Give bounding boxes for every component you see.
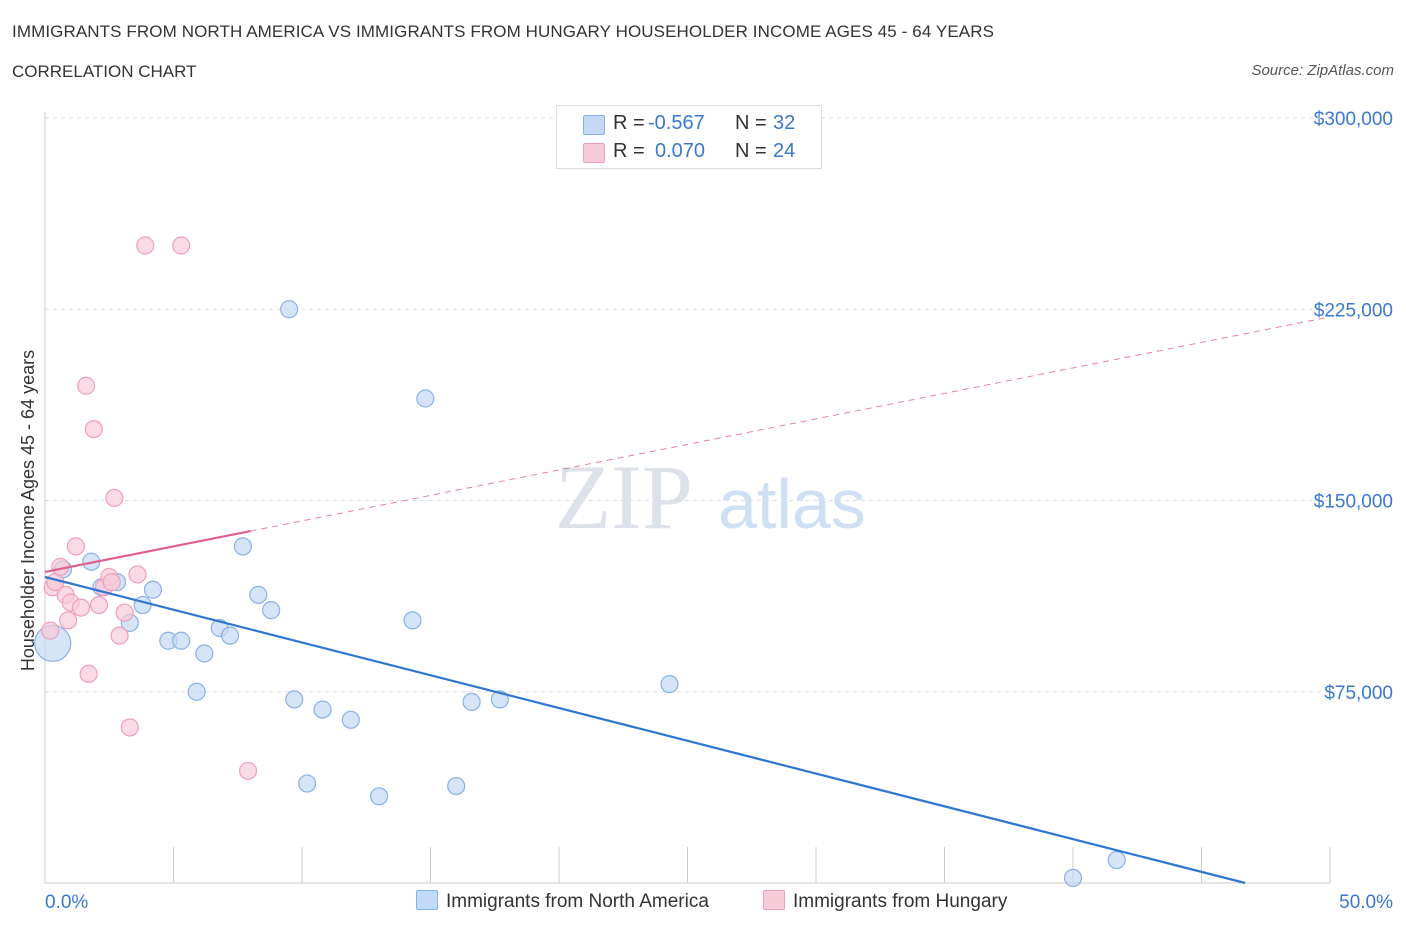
data-point-hungary — [120, 718, 139, 737]
legend-r-value: -0.567 — [648, 112, 705, 134]
bottom-legend-swatch-hungary — [763, 890, 785, 910]
source-label: Source: ZipAtlas.com — [1251, 62, 1394, 79]
data-point-hungary — [41, 621, 60, 640]
legend-n-label: N = — [735, 140, 767, 162]
data-point-hungary — [102, 572, 121, 592]
data-point-north_america — [249, 585, 268, 604]
data-point-hungary — [115, 603, 134, 622]
legend-n-value: 32 — [773, 112, 796, 134]
data-point-north_america — [133, 595, 152, 615]
bottom-legend-label-hungary: Immigrants from Hungary — [793, 891, 1008, 912]
trend-line-extension-hungary — [250, 316, 1331, 532]
bottom-legend-label-north-america: Immigrants from North America — [446, 891, 709, 912]
data-point-north_america — [1063, 868, 1083, 888]
legend-swatch-north-america — [583, 115, 605, 135]
series-hungary — [41, 236, 258, 780]
data-point-north_america — [403, 611, 422, 630]
y-tick-label: $150,000 — [1314, 492, 1393, 513]
data-point-north_america — [220, 626, 240, 645]
data-point-north_america — [660, 674, 679, 694]
data-point-hungary — [172, 236, 191, 255]
data-point-hungary — [59, 611, 78, 630]
data-point-hungary — [89, 595, 109, 615]
y-tick-label: $225,000 — [1314, 300, 1393, 321]
data-point-north_america — [285, 690, 304, 709]
x-tick-label: 50.0% — [1339, 892, 1393, 913]
correlation-legend: R = -0.567 N = 32 R = 0.070 N = 24 — [556, 105, 822, 169]
data-point-hungary — [110, 626, 129, 645]
data-point-north_america — [341, 710, 360, 729]
data-point-hungary — [128, 565, 147, 584]
chart-subtitle: CORRELATION CHART — [12, 62, 197, 81]
bottom-legend-north-america: Immigrants from North America — [416, 890, 709, 913]
data-point-north_america — [262, 601, 281, 620]
data-point-north_america — [187, 682, 206, 701]
data-point-north_america — [462, 692, 481, 712]
y-tick-label: $300,000 — [1314, 109, 1393, 130]
legend-n-value: 24 — [773, 140, 796, 162]
data-point-hungary — [105, 488, 124, 508]
data-point-north_america — [447, 776, 466, 796]
data-point-north_america — [313, 700, 332, 719]
legend-swatch-hungary — [583, 143, 605, 163]
data-point-north_america — [298, 774, 317, 793]
data-point-north_america — [370, 787, 389, 806]
legend-r-label: R = — [613, 112, 645, 134]
data-point-north_america — [195, 644, 214, 663]
legend-n-label: N = — [735, 112, 767, 134]
data-point-hungary — [79, 664, 98, 684]
data-point-hungary — [136, 236, 155, 255]
data-point-north_america — [416, 389, 435, 408]
data-point-hungary — [66, 537, 85, 556]
y-axis-label: Householder Income Ages 45 - 64 years — [18, 350, 38, 671]
data-point-north_america — [1107, 850, 1126, 870]
bottom-legend-swatch-north-america — [416, 890, 438, 910]
data-point-north_america — [143, 580, 163, 599]
chart-title: IMMIGRANTS FROM NORTH AMERICA VS IMMIGRA… — [12, 22, 995, 41]
data-point-north_america — [172, 631, 191, 650]
series-north_america — [34, 300, 1126, 888]
watermark-atlas: atlas — [718, 465, 866, 543]
data-point-hungary — [77, 376, 96, 395]
legend-r-label: R = — [613, 140, 645, 162]
y-tick-label: $75,000 — [1324, 683, 1393, 704]
data-point-north_america — [280, 300, 299, 319]
data-point-hungary — [84, 420, 103, 439]
data-point-hungary — [238, 761, 258, 780]
watermark-zip: ZIP — [555, 446, 693, 548]
data-point-hungary — [71, 598, 91, 617]
legend-r-value: 0.070 — [655, 140, 706, 162]
data-point-north_america — [233, 537, 252, 556]
bottom-legend-hungary: Immigrants from Hungary — [763, 890, 1007, 913]
trend-line-hungary — [44, 530, 251, 573]
x-tick-label: 0.0% — [45, 892, 88, 913]
trend-line-north_america — [44, 575, 1246, 885]
